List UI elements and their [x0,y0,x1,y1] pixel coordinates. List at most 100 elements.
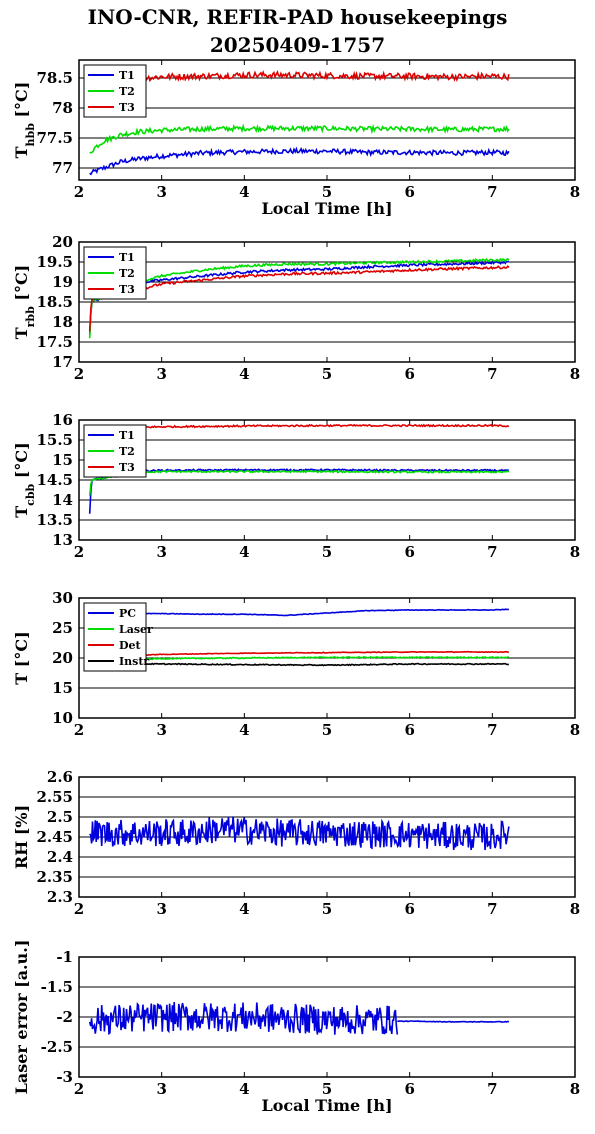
x-tick-label: 7 [487,543,497,561]
x-tick-label: 5 [322,1080,332,1098]
y-tick-label: 25 [52,619,73,637]
x-tick-label: 8 [570,1080,580,1098]
x-tick-label: 4 [239,183,249,201]
legend-label: T2 [119,445,135,458]
y-tick-label: 17 [52,353,73,371]
y-tick-label: 16 [52,411,73,429]
y-tick-label: 17.5 [36,333,73,351]
series-line-instr [144,662,509,667]
y-tick-label: 30 [52,589,73,607]
legend-label: T1 [119,429,135,442]
y-tick-label: -1.5 [41,978,73,996]
y-tick-label: 13 [52,531,73,549]
y-tick-label: 15 [52,451,73,469]
chart-panel-rh: 2 3 4 5 6 7 8 2.3 2.35 2.4 2.45 2.5 2.55 2.6 RH [%] [12,768,580,918]
legend-label: Instr [119,655,149,668]
x-tick-label: 2 [74,183,84,201]
x-tick-label: 3 [156,721,166,739]
chart-panel-temps: 2 3 4 5 6 7 8 10 15 20 25 30 PC Laser Det Instr T [°C] [12,589,580,739]
x-tick-label: 2 [74,721,84,739]
x-tick-label: 2 [74,365,84,383]
x-tick-label: 7 [487,183,497,201]
y-tick-label: 15 [52,679,73,697]
x-tick-label: 7 [487,721,497,739]
y-tick-label: 15.5 [36,431,73,449]
y-tick-label: 2.6 [47,768,73,786]
series-line-t3 [88,264,510,332]
y-tick-label: 77.5 [36,129,73,147]
legend: T1 T2 T3 [83,424,147,478]
series-line-t1 [89,146,510,176]
series-line-det [144,650,509,657]
x-tick-label: 8 [570,900,580,918]
x-tick-label: 2 [74,1080,84,1098]
x-axis-label: Local Time [h] [261,1096,392,1115]
series-line-rh-0 [89,816,510,851]
y-tick-label: 2.45 [36,828,73,846]
y-tick-label: 18.5 [36,293,73,311]
x-tick-label: 6 [404,543,414,561]
chart-panel-rbb: 2 3 4 5 6 7 8 17 17.5 18 18.5 19 19.5 20 T1 T2 T3 Trbb [°… [12,233,580,383]
y-axis-label: Laser error [a.u.] [12,940,31,1095]
y-tick-label: 19.5 [36,253,73,271]
x-tick-label: 2 [74,543,84,561]
y-tick-label: 20 [52,649,73,667]
series-line-t2 [89,123,510,154]
chart-panel-laser: 2 3 4 5 6 7 8 -3 -2.5 -2 -1.5 -1 Laser error [a.u.] L… [12,940,580,1115]
x-tick-label: 5 [322,365,332,383]
x-tick-label: 5 [322,543,332,561]
y-tick-label: 78.5 [36,69,73,87]
x-tick-label: 8 [570,365,580,383]
y-tick-label: 77 [52,159,73,177]
y-tick-label: 10 [52,709,73,727]
x-tick-label: 6 [404,183,414,201]
x-tick-label: 3 [156,183,166,201]
y-tick-label: -2.5 [41,1038,73,1056]
x-tick-label: 4 [239,1080,249,1098]
x-tick-label: 3 [156,1080,166,1098]
y-tick-label: 2.55 [36,788,73,806]
y-tick-label: 78 [52,99,73,117]
legend-label: T2 [119,267,135,280]
legend-label: T3 [119,461,135,474]
y-tick-label: 2.35 [36,868,73,886]
y-axis-label: Trbb [°C] [12,265,37,340]
y-axis-label: Thbb [°C] [12,82,37,159]
legend-label: T1 [119,251,135,264]
x-tick-label: 4 [239,543,249,561]
series-line-laser-1 [397,1020,510,1023]
x-tick-label: 4 [239,900,249,918]
chart-panel-cbb: 2 3 4 5 6 7 8 13 13.5 14 14.5 15 15.5 16 T1 T2 T3 Tcbb [°… [12,411,580,561]
y-tick-label: 13.5 [36,511,73,529]
y-axis-label: T [°C] [12,631,31,684]
x-tick-label: 4 [239,365,249,383]
x-tick-label: 7 [487,365,497,383]
x-tick-label: 6 [404,721,414,739]
series-line-t1 [88,467,510,514]
x-tick-label: 8 [570,721,580,739]
legend-label: T2 [119,85,135,98]
x-tick-label: 3 [156,543,166,561]
legend-box [83,602,147,672]
legend: T1 T2 T3 [83,64,147,118]
x-tick-label: 6 [404,900,414,918]
x-tick-label: 2 [74,900,84,918]
y-axis-label: RH [%] [12,805,31,869]
legend: T1 T2 T3 [83,246,147,300]
legend-label: PC [119,607,136,620]
series-line-t2 [88,257,510,339]
x-tick-label: 6 [404,1080,414,1098]
legend: PC Laser Det Instr [83,602,153,672]
legend-label: T1 [119,69,135,82]
y-tick-label: -1 [56,948,73,966]
y-tick-label: -2 [56,1008,73,1026]
series-line-t1 [88,260,510,335]
legend-label: T3 [119,283,135,296]
x-tick-label: 5 [322,721,332,739]
x-tick-label: 8 [570,183,580,201]
y-tick-label: 14 [52,491,73,509]
x-tick-label: 5 [322,900,332,918]
chart-subtitle: 20250409-1757 [209,33,386,57]
